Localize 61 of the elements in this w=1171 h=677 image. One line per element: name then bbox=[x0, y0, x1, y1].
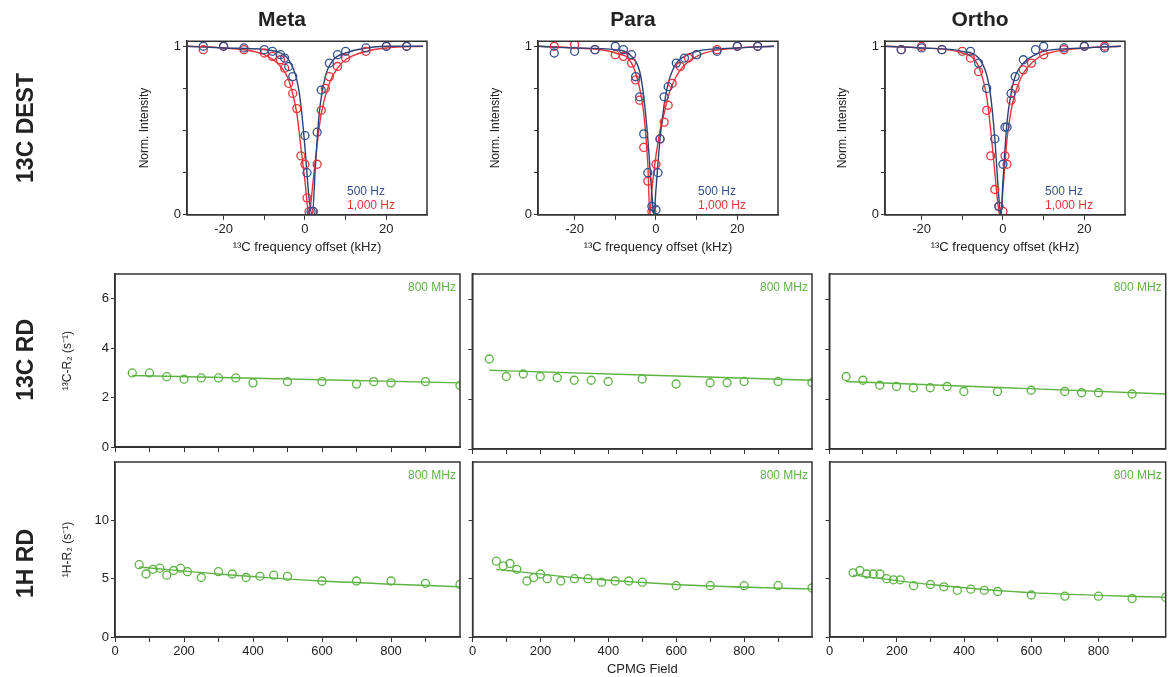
x-tick-label: 800 bbox=[1087, 643, 1110, 659]
annotation: 800 MHz bbox=[1113, 280, 1162, 295]
text: 1,000 Hz bbox=[347, 197, 396, 212]
annotation: 800 MHz bbox=[759, 468, 808, 483]
x-tick-label: 200 bbox=[529, 643, 552, 659]
x-tick-label: 200 bbox=[885, 643, 908, 659]
text: 500 Hz bbox=[698, 183, 737, 198]
x-axis-title: ¹³C frequency offset (kHz) bbox=[930, 238, 1080, 254]
text: 1H RD bbox=[12, 528, 39, 598]
x-tick-label: 0 bbox=[652, 221, 660, 237]
text: 13C RD bbox=[12, 318, 39, 401]
text: 500 Hz bbox=[347, 183, 386, 198]
y-tick-label: 0 bbox=[101, 438, 109, 454]
x-tick-label: 600 bbox=[665, 643, 688, 659]
y-axis-title: Norm. Intensity bbox=[834, 87, 849, 169]
y-tick-label: 1 bbox=[524, 37, 532, 53]
x-tick-label: 400 bbox=[242, 643, 264, 659]
y-tick-label: 5 bbox=[101, 570, 109, 586]
text: 500 Hz bbox=[1045, 183, 1084, 198]
x-tick-label: 200 bbox=[173, 643, 195, 659]
y-tick-label: 1 bbox=[871, 37, 879, 53]
x-tick-label: 0 bbox=[301, 221, 309, 237]
x-tick-label: 600 bbox=[311, 643, 333, 659]
x-axis-title: ¹³C frequency offset (kHz) bbox=[583, 238, 733, 254]
x-tick-label: 400 bbox=[597, 643, 620, 659]
x-tick-label: 0 bbox=[469, 643, 477, 659]
chart-title: Ortho bbox=[951, 7, 1009, 31]
annotation: 800 MHz bbox=[407, 280, 456, 295]
x-tick-label: 0 bbox=[111, 643, 119, 659]
annotation: 800 MHz bbox=[1113, 468, 1162, 483]
x-tick-label: 0 bbox=[999, 221, 1007, 237]
x-axis-title: CPMG Field bbox=[606, 660, 678, 676]
chart-title: Para bbox=[610, 7, 657, 31]
x-tick-label: 20 bbox=[730, 221, 745, 237]
x-tick-label: 20 bbox=[379, 221, 394, 237]
x-tick-label: -20 bbox=[912, 221, 932, 237]
y-tick-label: 1 bbox=[173, 37, 181, 53]
y-axis-title: Norm. Intensity bbox=[487, 87, 502, 169]
x-tick-label: -20 bbox=[565, 221, 585, 237]
y-tick-label: 10 bbox=[94, 511, 109, 527]
annotation: 800 MHz bbox=[759, 280, 808, 295]
x-tick-label: -20 bbox=[214, 221, 234, 237]
x-tick-label: 0 bbox=[826, 643, 834, 659]
y-axis-title: ¹H-R₂ (s⁻¹) bbox=[59, 521, 74, 578]
y-tick-label: 4 bbox=[101, 339, 109, 355]
y-tick-label: 0 bbox=[101, 628, 109, 644]
text: 1,000 Hz bbox=[698, 197, 747, 212]
x-tick-label: 800 bbox=[733, 643, 755, 659]
x-axis-title: ¹³C frequency offset (kHz) bbox=[232, 238, 382, 254]
x-tick-label: 20 bbox=[1077, 221, 1092, 237]
chart-title: Meta bbox=[258, 7, 307, 31]
y-axis-title: ¹³C-R₂ (s⁻¹) bbox=[59, 330, 74, 391]
x-tick-label: 600 bbox=[1020, 643, 1043, 659]
x-tick-label: 400 bbox=[953, 643, 975, 659]
annotation: 800 MHz bbox=[407, 468, 456, 483]
y-tick-label: 6 bbox=[101, 290, 109, 306]
text: 13C DEST bbox=[12, 72, 39, 183]
y-axis-title: Norm. Intensity bbox=[136, 87, 151, 169]
text: 1,000 Hz bbox=[1045, 197, 1094, 212]
y-tick-label: 2 bbox=[101, 389, 109, 405]
x-tick-label: 800 bbox=[380, 643, 402, 659]
